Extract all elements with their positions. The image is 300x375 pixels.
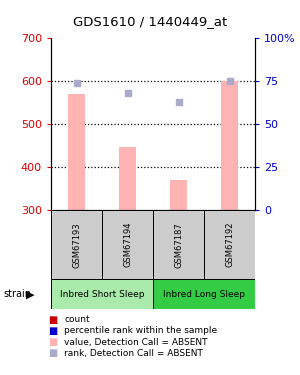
Text: Inbred Short Sleep: Inbred Short Sleep xyxy=(60,290,144,299)
Bar xyxy=(204,210,255,279)
Text: ▶: ▶ xyxy=(26,290,34,299)
Text: GSM67193: GSM67193 xyxy=(72,222,81,267)
Text: GSM67192: GSM67192 xyxy=(225,222,234,267)
Text: value, Detection Call = ABSENT: value, Detection Call = ABSENT xyxy=(64,338,208,346)
Bar xyxy=(153,279,255,309)
Bar xyxy=(153,210,204,279)
Text: strain: strain xyxy=(3,290,31,299)
Text: rank, Detection Call = ABSENT: rank, Detection Call = ABSENT xyxy=(64,349,203,358)
Bar xyxy=(51,279,153,309)
Text: ■: ■ xyxy=(48,315,57,324)
Text: ■: ■ xyxy=(48,348,57,358)
Bar xyxy=(51,210,102,279)
Text: Inbred Long Sleep: Inbred Long Sleep xyxy=(163,290,245,299)
Text: GSM67187: GSM67187 xyxy=(174,222,183,268)
Bar xyxy=(169,180,188,210)
Text: GSM67194: GSM67194 xyxy=(123,222,132,267)
Bar xyxy=(118,147,136,210)
Text: GDS1610 / 1440449_at: GDS1610 / 1440449_at xyxy=(73,15,227,28)
Text: count: count xyxy=(64,315,90,324)
Bar xyxy=(68,94,85,210)
Text: ■: ■ xyxy=(48,337,57,347)
Bar xyxy=(220,81,238,210)
Text: ■: ■ xyxy=(48,326,57,336)
Bar xyxy=(102,210,153,279)
Text: percentile rank within the sample: percentile rank within the sample xyxy=(64,326,218,335)
